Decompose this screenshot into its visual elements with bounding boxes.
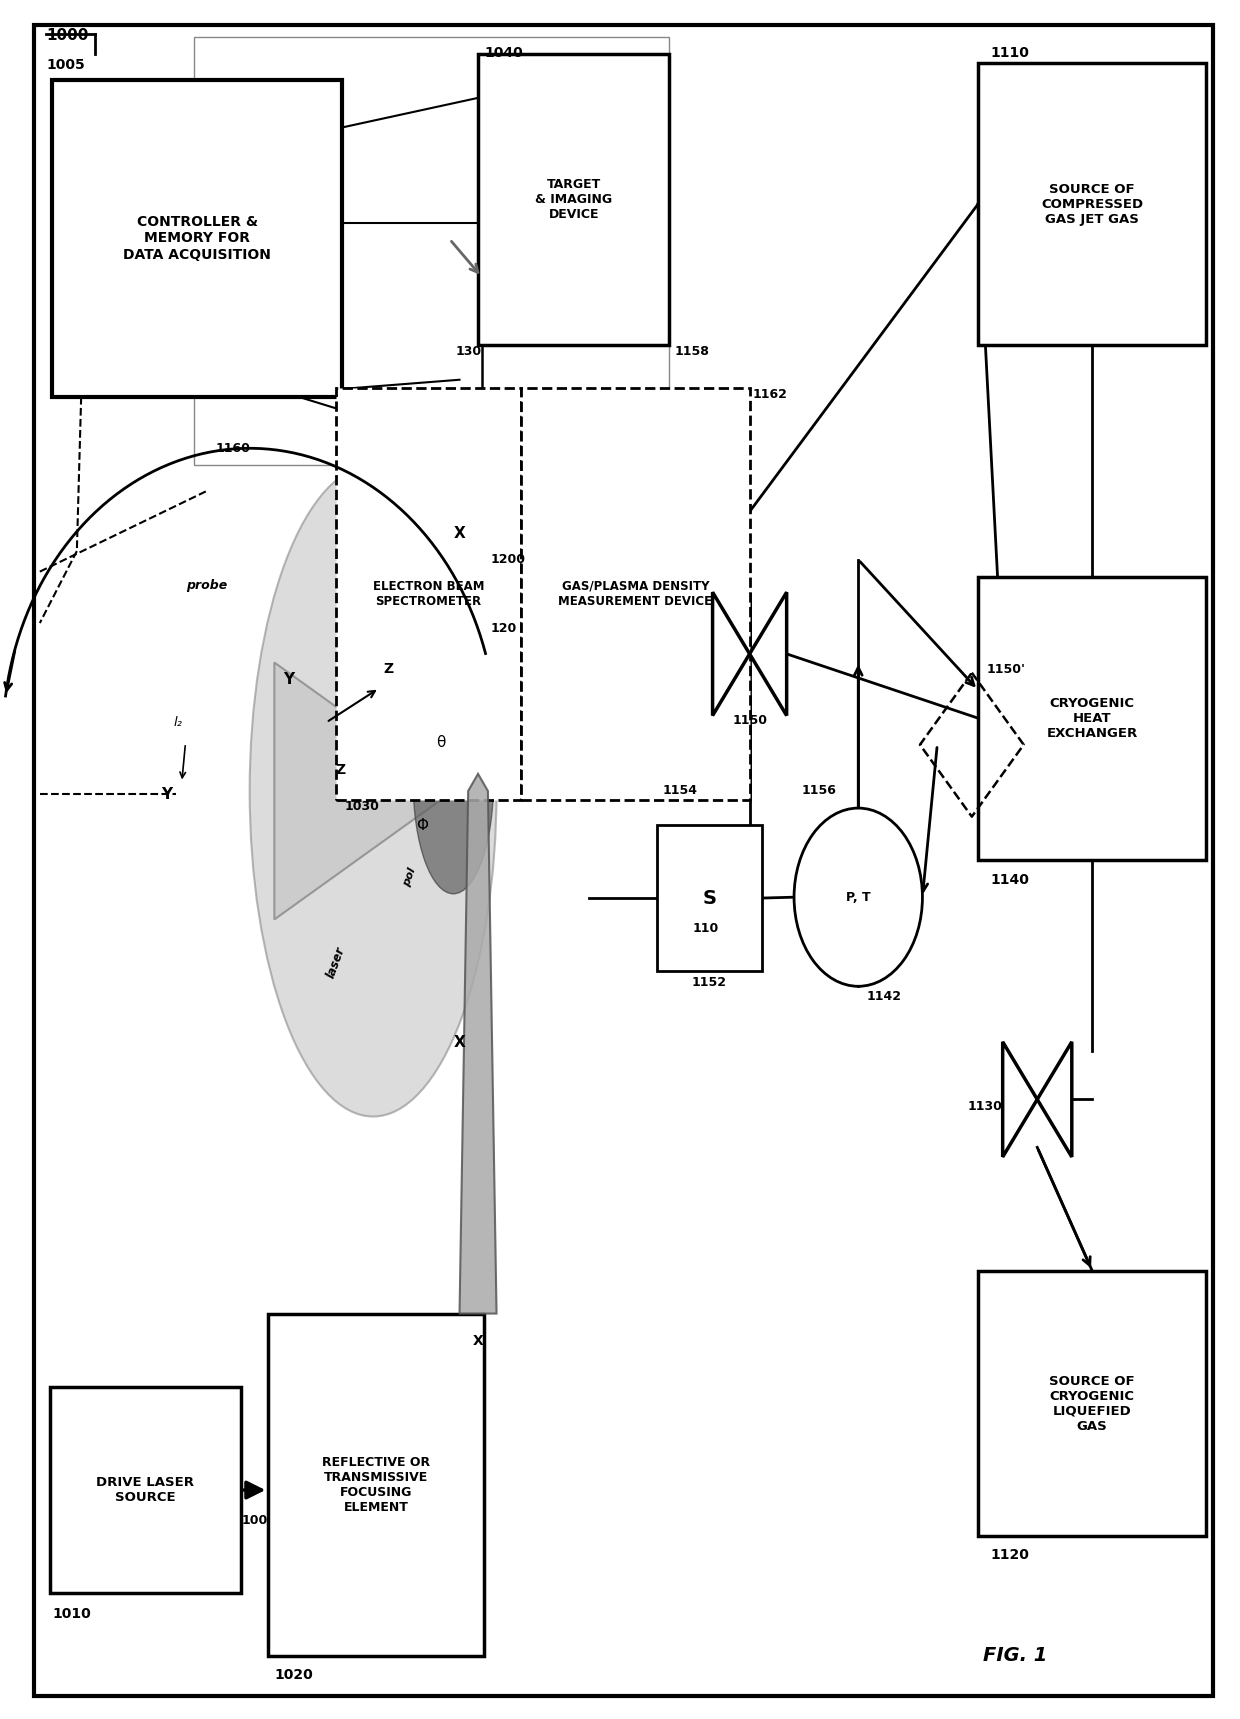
Polygon shape bbox=[460, 774, 496, 1313]
Text: 1005: 1005 bbox=[46, 58, 84, 72]
Text: X: X bbox=[454, 1035, 465, 1050]
Text: θ: θ bbox=[436, 736, 445, 751]
Text: FIG. 1: FIG. 1 bbox=[983, 1645, 1048, 1664]
FancyBboxPatch shape bbox=[978, 64, 1207, 346]
FancyBboxPatch shape bbox=[521, 388, 750, 799]
Text: 1130: 1130 bbox=[967, 1100, 1003, 1112]
Ellipse shape bbox=[249, 466, 496, 1117]
FancyBboxPatch shape bbox=[479, 55, 670, 346]
FancyBboxPatch shape bbox=[50, 1387, 241, 1594]
Text: 1142: 1142 bbox=[867, 990, 901, 1002]
FancyBboxPatch shape bbox=[657, 825, 761, 971]
Text: S: S bbox=[703, 889, 717, 908]
FancyBboxPatch shape bbox=[336, 388, 521, 799]
Text: 1156: 1156 bbox=[801, 784, 836, 798]
Text: 1162: 1162 bbox=[753, 388, 787, 401]
Text: X: X bbox=[454, 526, 465, 541]
Text: Z: Z bbox=[336, 763, 346, 777]
Text: P, T: P, T bbox=[846, 890, 870, 904]
Text: Z: Z bbox=[383, 662, 393, 676]
Polygon shape bbox=[713, 593, 750, 715]
FancyBboxPatch shape bbox=[978, 578, 1207, 860]
Text: 1030: 1030 bbox=[345, 799, 379, 813]
Text: ELECTRON BEAM
SPECTROMETER: ELECTRON BEAM SPECTROMETER bbox=[373, 579, 485, 609]
Text: SOURCE OF
CRYOGENIC
LIQUEFIED
GAS: SOURCE OF CRYOGENIC LIQUEFIED GAS bbox=[1049, 1375, 1135, 1432]
Text: 1120: 1120 bbox=[991, 1549, 1029, 1563]
Polygon shape bbox=[1003, 1042, 1037, 1157]
Text: 1150': 1150' bbox=[987, 664, 1025, 676]
Polygon shape bbox=[750, 593, 786, 715]
Text: 1200: 1200 bbox=[490, 554, 526, 566]
Text: probe: probe bbox=[186, 579, 227, 591]
Text: 1160: 1160 bbox=[215, 442, 250, 456]
Text: pol: pol bbox=[402, 866, 418, 887]
Text: 1150: 1150 bbox=[732, 713, 768, 727]
Text: 130: 130 bbox=[455, 346, 482, 359]
Text: 1020: 1020 bbox=[274, 1667, 314, 1683]
Polygon shape bbox=[274, 662, 454, 920]
Text: 1000: 1000 bbox=[46, 29, 88, 43]
Text: 1040: 1040 bbox=[484, 46, 523, 60]
Text: 110: 110 bbox=[692, 921, 719, 935]
Text: 1140: 1140 bbox=[991, 873, 1029, 887]
Text: CONTROLLER &
MEMORY FOR
DATA ACQUISITION: CONTROLLER & MEMORY FOR DATA ACQUISITION bbox=[123, 215, 272, 261]
Text: GAS/PLASMA DENSITY
MEASUREMENT DEVICE: GAS/PLASMA DENSITY MEASUREMENT DEVICE bbox=[558, 579, 713, 609]
Text: 1010: 1010 bbox=[52, 1607, 91, 1621]
Text: 1152: 1152 bbox=[692, 976, 727, 988]
Polygon shape bbox=[1037, 1042, 1071, 1157]
Text: REFLECTIVE OR
TRANSMISSIVE
FOCUSING
ELEMENT: REFLECTIVE OR TRANSMISSIVE FOCUSING ELEM… bbox=[322, 1456, 430, 1514]
Text: laser: laser bbox=[325, 945, 347, 980]
Text: 100: 100 bbox=[242, 1514, 268, 1526]
FancyBboxPatch shape bbox=[52, 79, 342, 397]
Circle shape bbox=[794, 808, 923, 987]
Text: Φ: Φ bbox=[417, 818, 429, 832]
Text: l₂: l₂ bbox=[174, 715, 182, 729]
FancyBboxPatch shape bbox=[268, 1313, 484, 1655]
Text: CRYOGENIC
HEAT
EXCHANGER: CRYOGENIC HEAT EXCHANGER bbox=[1047, 696, 1138, 739]
Text: X: X bbox=[472, 1334, 484, 1348]
Text: 1158: 1158 bbox=[675, 346, 709, 359]
Text: SOURCE OF
COMPRESSED
GAS JET GAS: SOURCE OF COMPRESSED GAS JET GAS bbox=[1042, 182, 1143, 225]
Text: Y: Y bbox=[284, 672, 295, 688]
Text: 1154: 1154 bbox=[662, 784, 698, 798]
Text: 120: 120 bbox=[490, 622, 517, 634]
Text: 1110: 1110 bbox=[991, 46, 1029, 60]
Text: TARGET
& IMAGING
DEVICE: TARGET & IMAGING DEVICE bbox=[536, 179, 613, 222]
Text: DRIVE LASER
SOURCE: DRIVE LASER SOURCE bbox=[97, 1477, 195, 1504]
Ellipse shape bbox=[413, 670, 494, 894]
Text: Y: Y bbox=[161, 787, 172, 801]
FancyBboxPatch shape bbox=[978, 1270, 1207, 1537]
